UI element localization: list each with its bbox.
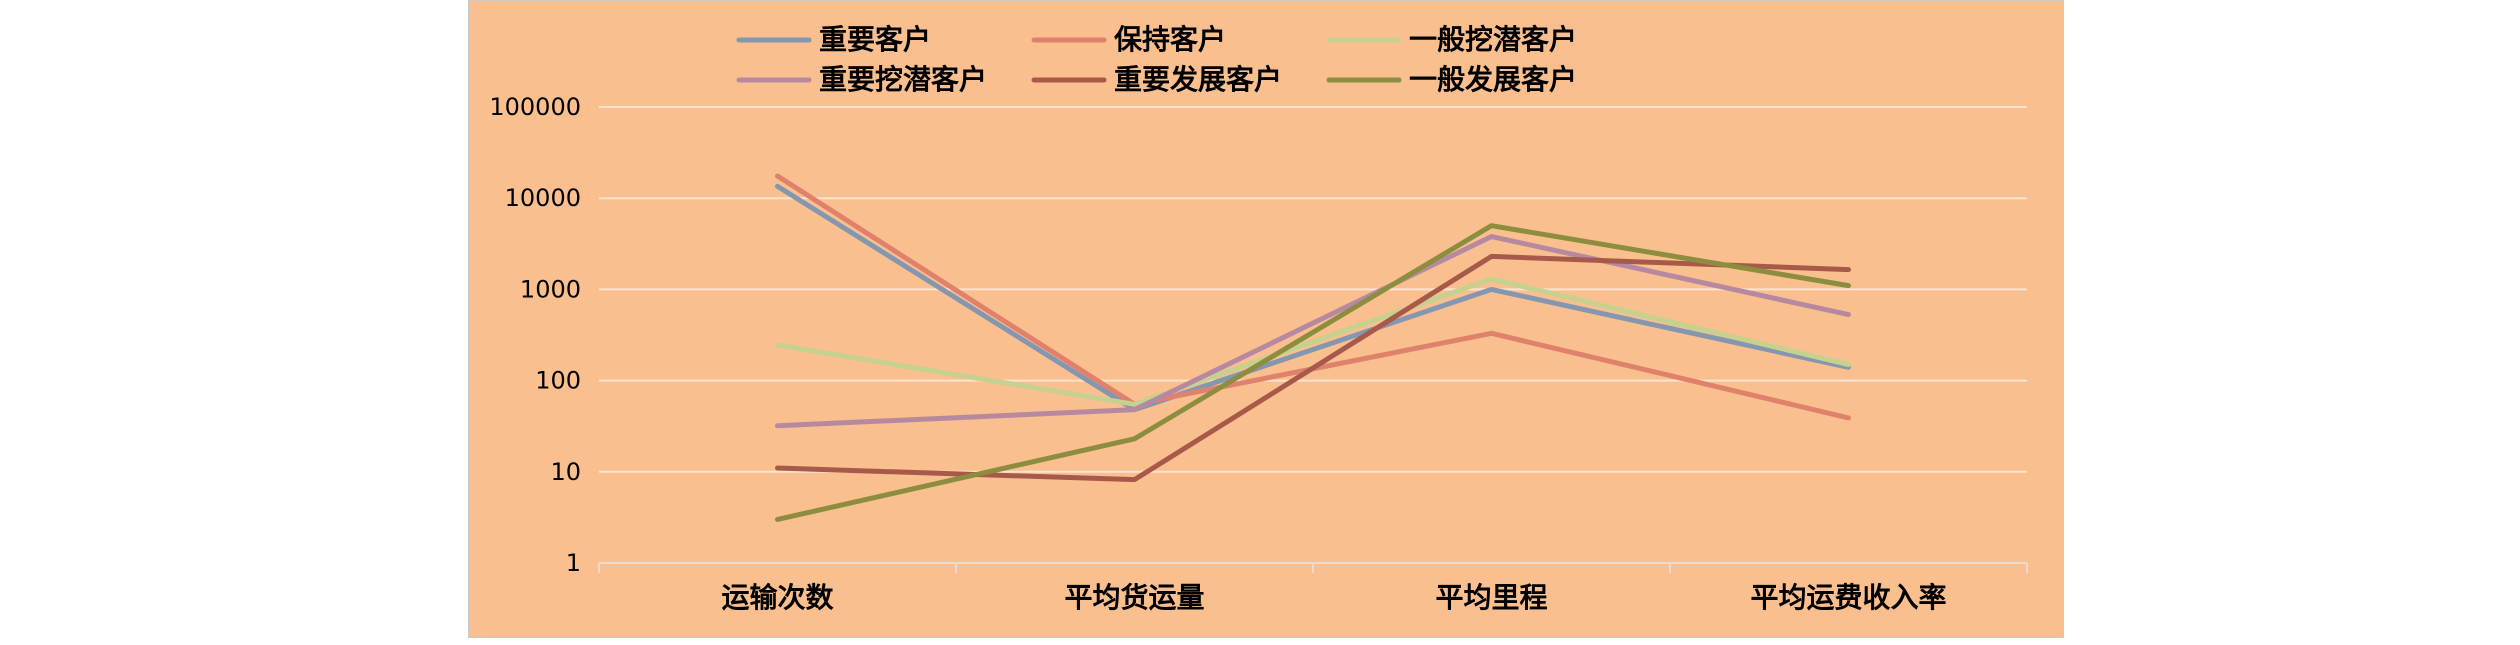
line-chart: 1 10 100 1000 10000 100000 运输次数 平均货运量 平均里程 平均运费收入… bbox=[489, 23, 2028, 614]
x-category-label: 运输次数 bbox=[721, 581, 834, 614]
chart-area: 1 10 100 1000 10000 100000 运输次数 平均货运量 平均里程 平均运费收入… bbox=[468, 0, 2064, 638]
legend-label: 重要挖潜客户 bbox=[819, 63, 987, 96]
legend-label: 保持客户 bbox=[1114, 23, 1226, 56]
series-line bbox=[775, 276, 1851, 407]
legend-label: 一般挖潜客户 bbox=[1409, 23, 1577, 56]
y-tick-label: 1000 bbox=[520, 275, 581, 303]
x-category-label: 平均货运量 bbox=[1064, 581, 1204, 614]
series-line bbox=[775, 173, 1851, 421]
series-line bbox=[775, 183, 1851, 413]
series-line bbox=[775, 253, 1851, 483]
y-tick-label: 100000 bbox=[489, 93, 581, 121]
legend-label: 重要客户 bbox=[819, 23, 931, 56]
y-tick-label: 10000 bbox=[505, 184, 581, 212]
legend-label: 重要发展客户 bbox=[1114, 63, 1282, 96]
x-category-label: 平均里程 bbox=[1435, 581, 1547, 614]
series-line bbox=[775, 223, 1851, 522]
series-line bbox=[775, 234, 1851, 429]
y-tick-label: 100 bbox=[535, 367, 581, 395]
legend-label: 一般发展客户 bbox=[1409, 63, 1577, 96]
x-category-label: 平均运费收入率 bbox=[1750, 581, 1946, 614]
y-tick-label: 10 bbox=[550, 458, 581, 486]
y-tick-label: 1 bbox=[566, 549, 581, 577]
